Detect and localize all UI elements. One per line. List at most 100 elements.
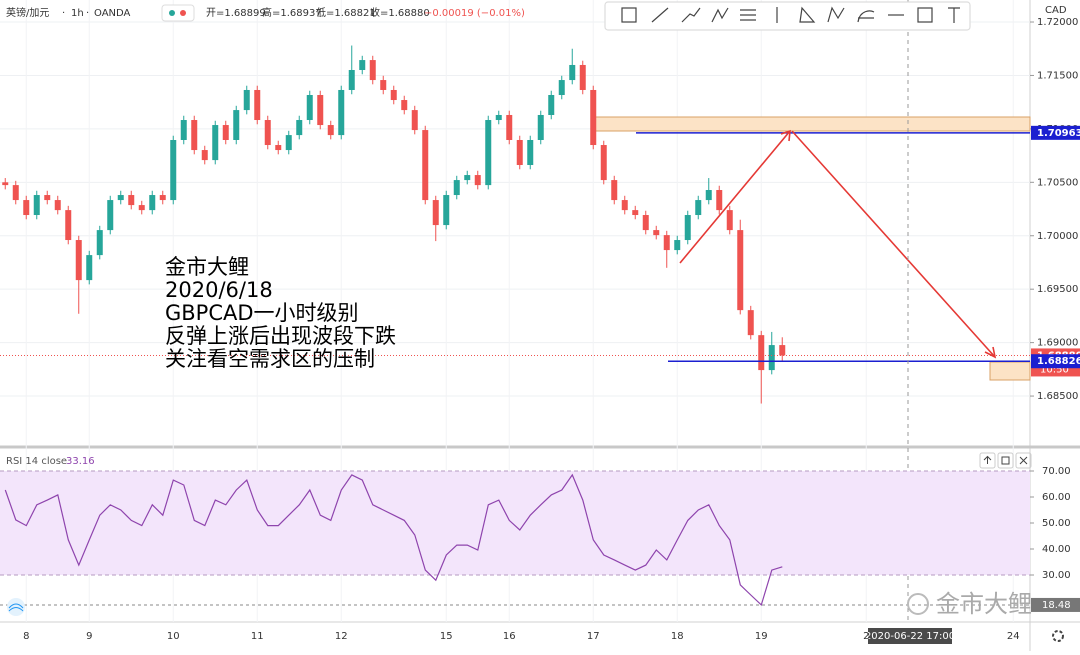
candle-body bbox=[684, 215, 691, 241]
ohlc-close: 收=1.68880 bbox=[370, 6, 430, 19]
candle-body bbox=[222, 125, 229, 140]
candle-body bbox=[653, 230, 660, 236]
candle-body bbox=[359, 60, 366, 70]
tool-icon[interactable] bbox=[857, 10, 875, 23]
pane-buttons bbox=[979, 452, 1032, 469]
tool-icon[interactable] bbox=[948, 7, 960, 23]
annotation-line: 2020/6/18 bbox=[165, 278, 273, 302]
zones bbox=[590, 116, 1031, 381]
supply-zone bbox=[590, 116, 1031, 132]
icon bbox=[1001, 456, 1010, 465]
forecast-arrows bbox=[679, 129, 997, 359]
x-tick-label: 12 bbox=[335, 631, 348, 642]
price-label: 1.70963 bbox=[1037, 128, 1080, 139]
candle-body bbox=[369, 60, 376, 81]
candle-body bbox=[558, 80, 565, 96]
annotation: 金市大鲤 2020/6/18 GBPCAD一小时级别 反弹上涨后出现波段下跌 关… bbox=[165, 255, 396, 371]
candle-body bbox=[516, 139, 523, 166]
tool-icon[interactable] bbox=[799, 6, 816, 23]
candle-body bbox=[65, 210, 72, 241]
rsi-title: RSI 14 close bbox=[6, 456, 67, 467]
candle-body bbox=[348, 69, 355, 90]
rsi-pane: 70.00 60.00 50.00 40.00 30.00 18.48 bbox=[0, 466, 1080, 612]
separator: · bbox=[86, 8, 89, 19]
header: 英镑/加元 · 1h · OANDA 开=1.68899 高=1.68937 低… bbox=[6, 4, 525, 22]
tool-icon[interactable] bbox=[917, 7, 933, 23]
tool-icon[interactable] bbox=[740, 9, 756, 21]
rsi-band bbox=[0, 471, 1030, 575]
candle-body bbox=[548, 95, 555, 115]
candle-body bbox=[411, 110, 418, 131]
candle-body bbox=[695, 200, 702, 216]
maximize-button[interactable] bbox=[997, 452, 1014, 469]
x-tick-label: 16 bbox=[503, 631, 516, 642]
tool-icon[interactable] bbox=[621, 7, 637, 23]
arrow-head bbox=[780, 129, 791, 142]
ohlc-low: 低=1.68821 bbox=[316, 6, 376, 19]
interval: 1h bbox=[71, 8, 84, 19]
tool-icon[interactable] bbox=[651, 7, 669, 23]
candle-body bbox=[306, 95, 313, 121]
candle-body bbox=[453, 180, 460, 196]
target-zone bbox=[989, 361, 1031, 381]
x-tick-label: 19 bbox=[755, 631, 768, 642]
candle-body bbox=[149, 195, 156, 211]
tool-icon[interactable] bbox=[681, 7, 701, 23]
candle-body bbox=[54, 200, 61, 211]
price-label-bg bbox=[1031, 125, 1080, 140]
candle-body bbox=[485, 120, 492, 186]
status-badge[interactable] bbox=[161, 4, 195, 22]
watermark: 金市大鲤 bbox=[936, 590, 1032, 618]
candle-body bbox=[327, 125, 334, 136]
candle-body bbox=[432, 200, 439, 226]
level-label-bg bbox=[1031, 597, 1080, 612]
close-button[interactable] bbox=[1015, 452, 1032, 469]
candle-body bbox=[128, 195, 135, 206]
candle-body bbox=[380, 80, 387, 90]
candle-body bbox=[191, 120, 198, 151]
candle-body bbox=[96, 230, 103, 256]
candle-body bbox=[86, 255, 93, 281]
candle-body bbox=[768, 345, 775, 371]
candle-body bbox=[443, 195, 450, 226]
status-dot bbox=[169, 10, 175, 16]
candle-body bbox=[642, 215, 649, 231]
x-tick-label: 11 bbox=[251, 631, 264, 642]
arrow-down bbox=[791, 130, 996, 358]
y-tick-label: 50.00 bbox=[1042, 518, 1071, 529]
candle-body bbox=[243, 89, 250, 111]
candle-body bbox=[317, 95, 324, 126]
axis-unit: CAD bbox=[1045, 5, 1067, 16]
candle-body bbox=[180, 120, 187, 140]
candle-body bbox=[705, 190, 712, 201]
price-label: 1.68826 bbox=[1037, 356, 1080, 367]
candle-body bbox=[632, 210, 639, 216]
candle-body bbox=[338, 89, 345, 136]
candles bbox=[0, 45, 1030, 404]
move-up-button[interactable] bbox=[979, 452, 996, 469]
x-tick-label: 15 bbox=[440, 631, 453, 642]
candle-body bbox=[201, 150, 208, 161]
annotation-line: 金市大鲤 bbox=[165, 255, 249, 279]
rsi-last-value: 33.16 bbox=[66, 456, 95, 467]
tool-icon[interactable] bbox=[827, 6, 845, 23]
y-tick-label: 40.00 bbox=[1042, 544, 1071, 555]
candle-body bbox=[159, 195, 166, 201]
candle-body bbox=[527, 139, 534, 166]
y-tick-label: 30.00 bbox=[1042, 570, 1071, 581]
watermark-icon bbox=[907, 593, 929, 615]
arrow-up bbox=[679, 130, 791, 264]
x-tick-label: 8 bbox=[23, 631, 29, 642]
candle-body bbox=[569, 64, 576, 81]
y-tick-label: 60.00 bbox=[1042, 492, 1071, 503]
candle-body bbox=[107, 200, 114, 231]
candle-body bbox=[579, 64, 586, 90]
ohlc-change: −0.00019 (−0.01%) bbox=[424, 8, 525, 19]
candle-body bbox=[170, 139, 177, 201]
candle-body bbox=[233, 110, 240, 140]
settings-button[interactable] bbox=[1052, 630, 1064, 642]
tool-icon[interactable] bbox=[711, 7, 729, 23]
separator: · bbox=[62, 8, 65, 19]
rsi-line bbox=[4, 473, 783, 607]
candle-body bbox=[600, 145, 607, 181]
